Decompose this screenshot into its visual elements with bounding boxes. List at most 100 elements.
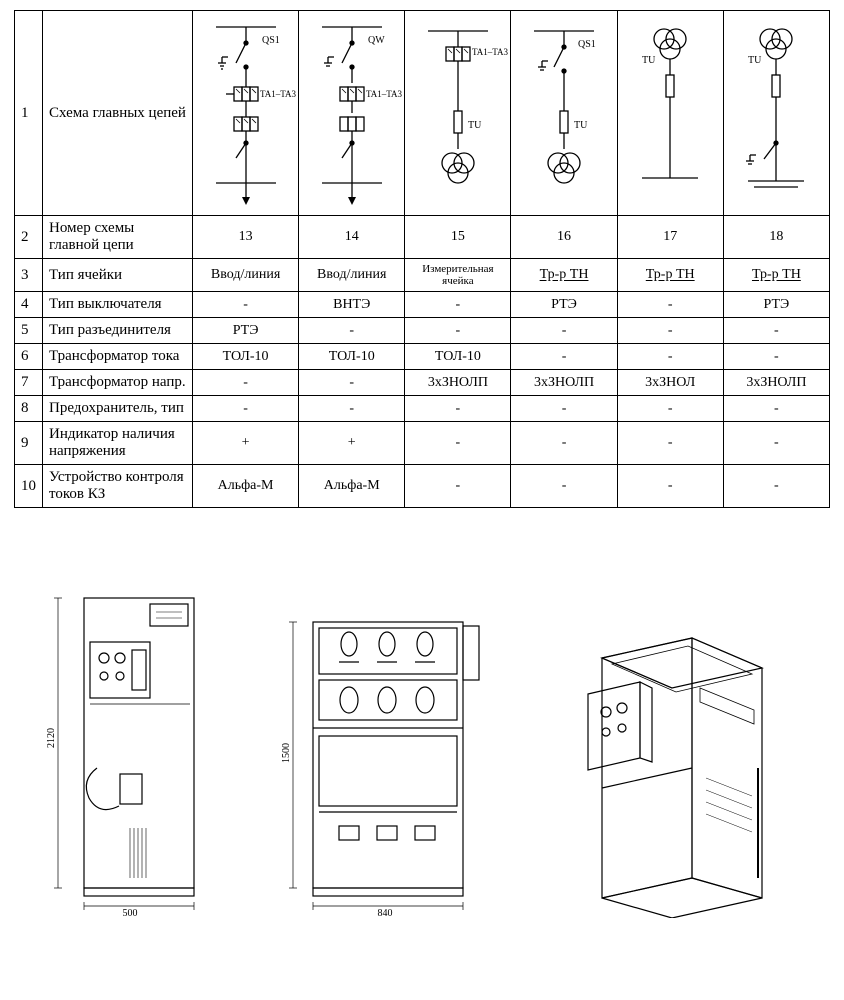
schematic-label: TU bbox=[748, 55, 762, 66]
row-number: 5 bbox=[15, 318, 43, 344]
drawing-internal-icon: 1500 840 bbox=[277, 578, 487, 918]
row-label: Тип выключателя bbox=[43, 292, 193, 318]
table-cell: - bbox=[723, 318, 829, 344]
row-number: 7 bbox=[15, 370, 43, 396]
table-cell: ТОЛ-10 bbox=[299, 344, 405, 370]
dimension-label: 2120 bbox=[46, 728, 57, 748]
row-number: 1 bbox=[15, 11, 43, 216]
table-row: 8 Предохранитель, тип - - - - - - bbox=[15, 396, 830, 422]
table-cell: - bbox=[617, 344, 723, 370]
table-cell: - bbox=[511, 422, 617, 465]
schematic-label: QS1 bbox=[578, 39, 596, 50]
row-number: 10 bbox=[15, 465, 43, 508]
table-row: 1 Схема главных цепей bbox=[15, 11, 830, 216]
schematic-icon: QS1 TA1–TA3 bbox=[196, 13, 296, 208]
table-cell: - bbox=[723, 396, 829, 422]
schematic-icon: TA1–TA3 TU bbox=[408, 13, 508, 208]
diagram-cell-18: TU bbox=[723, 11, 829, 216]
row-label: Индикатор наличия напряжения bbox=[43, 422, 193, 465]
schematic-icon: TU bbox=[726, 13, 826, 208]
table-cell: - bbox=[617, 422, 723, 465]
table-row: 9 Индикатор наличия напряжения + + - - -… bbox=[15, 422, 830, 465]
schematic-label: QS1 bbox=[262, 35, 280, 46]
table-cell: 16 bbox=[511, 216, 617, 259]
table-row: 5 Тип разъединителя РТЭ - - - - - bbox=[15, 318, 830, 344]
table-cell: Тр-р ТН bbox=[511, 259, 617, 292]
table-cell: ВНТЭ bbox=[299, 292, 405, 318]
table-cell: ТОЛ-10 bbox=[193, 344, 299, 370]
row-label: Предохранитель, тип bbox=[43, 396, 193, 422]
table-row: 10 Устройство контроля токов КЗ Альфа-М … bbox=[15, 465, 830, 508]
schematic-label: TU bbox=[574, 120, 588, 131]
table-cell: 18 bbox=[723, 216, 829, 259]
row-number: 8 bbox=[15, 396, 43, 422]
dimension-label: 1500 bbox=[281, 743, 292, 763]
table-cell: - bbox=[617, 465, 723, 508]
row-number: 4 bbox=[15, 292, 43, 318]
diagram-cell-13: QS1 TA1–TA3 bbox=[193, 11, 299, 216]
row-number: 9 bbox=[15, 422, 43, 465]
schematic-label: TA1–TA3 bbox=[472, 47, 508, 57]
table-cell: 17 bbox=[617, 216, 723, 259]
page: 1 Схема главных цепей bbox=[0, 0, 844, 938]
table-cell: Измерительная ячейка bbox=[405, 259, 511, 292]
table-cell: - bbox=[193, 370, 299, 396]
table-cell: Ввод/линия bbox=[299, 259, 405, 292]
table-row: 3 Тип ячейки Ввод/линия Ввод/линия Измер… bbox=[15, 259, 830, 292]
table-cell: 3хЗНОЛП bbox=[511, 370, 617, 396]
diagram-cell-14: QW TA1–TA3 bbox=[299, 11, 405, 216]
table-cell: - bbox=[299, 370, 405, 396]
table-cell: РТЭ bbox=[193, 318, 299, 344]
table-cell: - bbox=[405, 318, 511, 344]
table-cell: 14 bbox=[299, 216, 405, 259]
table-cell: - bbox=[511, 318, 617, 344]
drawing-isometric-icon bbox=[542, 578, 802, 918]
table-cell: Ввод/линия bbox=[193, 259, 299, 292]
table-row: 2 Номер схемы главной цепи 13 14 15 16 1… bbox=[15, 216, 830, 259]
row-label: Тип ячейки bbox=[43, 259, 193, 292]
schematic-icon: QS1 TU bbox=[514, 13, 614, 208]
table-cell: - bbox=[617, 292, 723, 318]
table-row: 6 Трансформатор тока ТОЛ-10 ТОЛ-10 ТОЛ-1… bbox=[15, 344, 830, 370]
table-cell: - bbox=[405, 396, 511, 422]
schematic-label: TU bbox=[642, 55, 656, 66]
table-cell: Тр-р ТН bbox=[723, 259, 829, 292]
drawing-front-icon: 2120 500 bbox=[42, 578, 222, 918]
table-cell: - bbox=[723, 422, 829, 465]
schematic-label: TA1–TA3 bbox=[260, 89, 296, 99]
diagram-cell-17: TU bbox=[617, 11, 723, 216]
table-cell: - bbox=[617, 396, 723, 422]
schematic-label: TA1–TA3 bbox=[366, 89, 402, 99]
table-cell: - bbox=[405, 422, 511, 465]
table-cell: - bbox=[299, 396, 405, 422]
row-number: 6 bbox=[15, 344, 43, 370]
row-label: Тип разъединителя bbox=[43, 318, 193, 344]
dimension-label: 500 bbox=[122, 908, 137, 918]
table-cell: 3хЗНОЛП bbox=[723, 370, 829, 396]
table-cell: - bbox=[723, 465, 829, 508]
table-cell: Альфа-М bbox=[299, 465, 405, 508]
table-cell: + bbox=[299, 422, 405, 465]
row-label: Трансформатор тока bbox=[43, 344, 193, 370]
schematic-label: TU bbox=[468, 120, 482, 131]
table-cell: 13 bbox=[193, 216, 299, 259]
technical-drawings: 2120 500 bbox=[14, 578, 830, 918]
table-cell: - bbox=[511, 344, 617, 370]
table-cell: 3хЗНОЛП bbox=[405, 370, 511, 396]
row-label: Номер схемы главной цепи bbox=[43, 216, 193, 259]
row-number: 2 bbox=[15, 216, 43, 259]
spec-table: 1 Схема главных цепей bbox=[14, 10, 830, 508]
table-cell: - bbox=[193, 292, 299, 318]
table-cell: + bbox=[193, 422, 299, 465]
table-cell: Альфа-М bbox=[193, 465, 299, 508]
table-cell: - bbox=[511, 465, 617, 508]
table-cell: - bbox=[405, 465, 511, 508]
table-cell: 15 bbox=[405, 216, 511, 259]
table-row: 4 Тип выключателя - ВНТЭ - РТЭ - РТЭ bbox=[15, 292, 830, 318]
diagram-cell-15: TA1–TA3 TU bbox=[405, 11, 511, 216]
table-cell: 3хЗНОЛ bbox=[617, 370, 723, 396]
table-cell: - bbox=[299, 318, 405, 344]
schematic-label: QW bbox=[368, 35, 385, 46]
schematic-icon: TU bbox=[620, 13, 720, 208]
diagram-cell-16: QS1 TU bbox=[511, 11, 617, 216]
